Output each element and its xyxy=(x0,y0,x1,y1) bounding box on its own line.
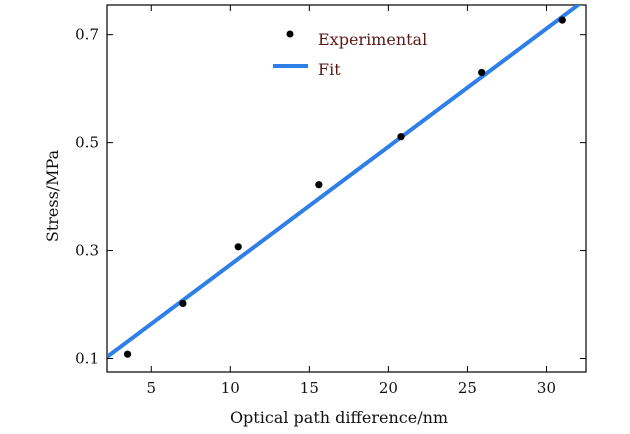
experimental-points xyxy=(123,16,566,358)
legend-fit-label: Fit xyxy=(318,60,341,79)
x-tick-label: 15 xyxy=(300,379,319,397)
data-point xyxy=(315,181,323,189)
x-tick-label: 10 xyxy=(221,379,240,397)
x-tick-label: 30 xyxy=(537,379,556,397)
plot-area-frame xyxy=(106,4,587,373)
legend-experimental-label: Experimental xyxy=(318,30,427,49)
data-point xyxy=(179,299,187,308)
y-tick-label: 0.5 xyxy=(75,134,99,152)
y-tick-label: 0.1 xyxy=(75,350,99,368)
data-point xyxy=(558,16,566,24)
x-axis-label: Optical path difference/nm xyxy=(230,408,448,427)
y-axis-ticks xyxy=(107,34,586,360)
legend: Experimental Fit xyxy=(273,30,427,79)
fit-line xyxy=(107,5,582,359)
y-axis-tick-labels: 0.1 0.3 0.5 0.7 xyxy=(75,26,99,368)
data-point xyxy=(478,68,486,77)
data-point xyxy=(234,243,242,251)
y-tick-label: 0.7 xyxy=(75,26,99,44)
x-tick-label: 20 xyxy=(379,379,398,397)
x-axis-tick-labels: 5 10 15 20 25 30 xyxy=(146,379,556,397)
data-point xyxy=(397,133,405,141)
x-axis-ticks xyxy=(150,5,547,372)
y-axis-label: Stress/MPa xyxy=(43,149,62,242)
y-tick-label: 0.3 xyxy=(75,242,99,260)
legend-experimental-marker xyxy=(286,30,294,38)
data-point xyxy=(123,350,132,358)
x-tick-label: 5 xyxy=(146,379,156,397)
x-tick-label: 25 xyxy=(458,379,477,397)
